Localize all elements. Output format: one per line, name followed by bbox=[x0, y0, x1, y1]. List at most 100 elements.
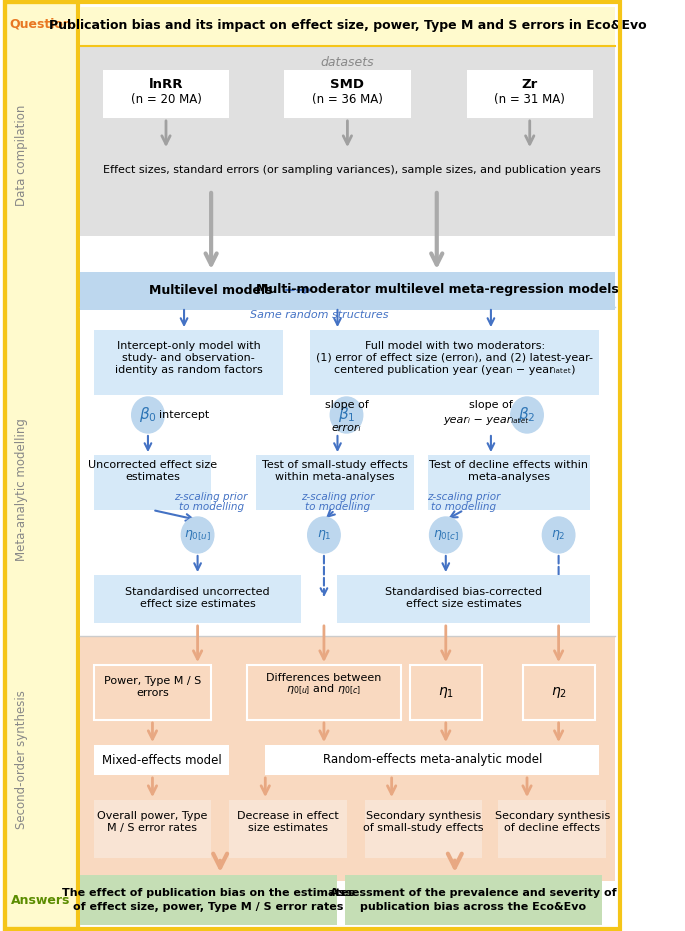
Text: study- and observation-: study- and observation- bbox=[122, 353, 255, 363]
Text: (n = 36 MA): (n = 36 MA) bbox=[312, 93, 383, 106]
Bar bbox=[80, 236, 615, 696]
Circle shape bbox=[543, 517, 575, 553]
Text: Power, Type M / S: Power, Type M / S bbox=[104, 676, 201, 686]
Text: identity as random factors: identity as random factors bbox=[114, 365, 262, 375]
Circle shape bbox=[308, 517, 340, 553]
Text: Standardised bias-corrected: Standardised bias-corrected bbox=[385, 587, 543, 597]
Circle shape bbox=[511, 397, 543, 433]
Circle shape bbox=[182, 517, 214, 553]
Circle shape bbox=[330, 397, 363, 433]
Text: within meta-analyses: within meta-analyses bbox=[275, 472, 395, 482]
Text: Meta-analytic modelling: Meta-analytic modelling bbox=[15, 419, 28, 561]
Text: $\eta_2$: $\eta_2$ bbox=[551, 528, 566, 542]
Circle shape bbox=[429, 517, 462, 553]
Bar bbox=[523, 665, 595, 720]
Bar bbox=[103, 150, 602, 190]
Text: effect size estimates: effect size estimates bbox=[406, 599, 522, 609]
Bar bbox=[103, 70, 229, 118]
Text: SMD: SMD bbox=[330, 77, 364, 90]
Bar bbox=[80, 46, 615, 236]
Text: $\eta_1$: $\eta_1$ bbox=[438, 685, 453, 700]
Text: meta-analyses: meta-analyses bbox=[468, 472, 550, 482]
Bar bbox=[466, 70, 593, 118]
Bar bbox=[410, 665, 482, 720]
Text: Uncorrected effect size: Uncorrected effect size bbox=[88, 460, 217, 470]
Text: errors: errors bbox=[136, 688, 169, 698]
Text: intercept: intercept bbox=[159, 410, 209, 420]
Text: $\beta_0$: $\beta_0$ bbox=[139, 406, 157, 425]
Text: Publication bias and its impact on effect size, power, Type M and S errors in Ec: Publication bias and its impact on effec… bbox=[49, 20, 646, 33]
Bar bbox=[364, 800, 482, 858]
Text: (n = 20 MA): (n = 20 MA) bbox=[131, 93, 201, 106]
Text: Standardised uncorrected: Standardised uncorrected bbox=[125, 587, 270, 597]
Text: (1) error of effect size (errorᵢ), and (2) latest-year-: (1) error of effect size (errorᵢ), and (… bbox=[316, 353, 593, 363]
Text: z-scaling prior: z-scaling prior bbox=[301, 492, 374, 502]
Bar bbox=[80, 875, 338, 925]
Text: $\eta_{0[u]}$ and $\eta_{0[c]}$: $\eta_{0[u]}$ and $\eta_{0[c]}$ bbox=[286, 683, 362, 697]
Text: Test of small-study effects: Test of small-study effects bbox=[262, 460, 408, 470]
Text: Test of decline effects within: Test of decline effects within bbox=[429, 460, 588, 470]
Text: to modelling: to modelling bbox=[305, 502, 370, 512]
Bar bbox=[427, 455, 590, 510]
Text: Zr: Zr bbox=[521, 77, 538, 90]
Bar bbox=[256, 455, 414, 510]
Bar bbox=[94, 575, 301, 623]
Bar bbox=[498, 800, 606, 858]
Text: Multi-moderator multilevel meta-regression models: Multi-moderator multilevel meta-regressi… bbox=[256, 284, 619, 296]
Bar bbox=[80, 636, 615, 881]
Bar bbox=[80, 307, 615, 310]
Text: Random-effects meta-analytic model: Random-effects meta-analytic model bbox=[323, 753, 542, 766]
Text: Decrease in effect: Decrease in effect bbox=[237, 811, 338, 821]
Text: Answers: Answers bbox=[11, 894, 71, 907]
Text: $\eta_{0[c]}$: $\eta_{0[c]}$ bbox=[433, 528, 459, 542]
Text: Intercept-only model with: Intercept-only model with bbox=[116, 341, 260, 351]
Bar bbox=[94, 455, 211, 510]
Text: Second-order synthesis: Second-order synthesis bbox=[15, 691, 28, 830]
Text: The effect of publication bias on the estimates: The effect of publication bias on the es… bbox=[62, 888, 355, 898]
Text: M / S error rates: M / S error rates bbox=[108, 823, 197, 833]
Bar bbox=[265, 745, 599, 775]
Text: $\eta_2$: $\eta_2$ bbox=[551, 685, 566, 700]
Bar bbox=[5, 2, 77, 929]
Text: estimates: estimates bbox=[125, 472, 180, 482]
Bar bbox=[94, 745, 229, 775]
Text: z-scaling prior: z-scaling prior bbox=[175, 492, 248, 502]
Text: effect size estimates: effect size estimates bbox=[140, 599, 256, 609]
Text: centered publication year (yearᵢ − yearₗₐₜₑₜ): centered publication year (yearᵢ − yearₗ… bbox=[334, 365, 575, 375]
Text: yearᵢ − yearₗₐₜₑₜ: yearᵢ − yearₗₐₜₑₜ bbox=[443, 415, 530, 425]
Bar bbox=[338, 575, 590, 623]
Text: $\beta_1$: $\beta_1$ bbox=[338, 406, 356, 425]
Text: Effect sizes, standard errors (or sampling variances), sample sizes, and publica: Effect sizes, standard errors (or sampli… bbox=[103, 165, 601, 175]
Bar bbox=[229, 800, 347, 858]
Text: Overall power, Type: Overall power, Type bbox=[97, 811, 208, 821]
Text: Same random structures: Same random structures bbox=[250, 310, 388, 320]
Bar bbox=[247, 665, 401, 720]
Text: slope of: slope of bbox=[469, 400, 513, 410]
Bar bbox=[345, 875, 602, 925]
Text: to modelling: to modelling bbox=[432, 502, 497, 512]
Text: Secondary synthesis: Secondary synthesis bbox=[495, 811, 610, 821]
Text: Data compilation: Data compilation bbox=[15, 104, 28, 206]
Text: Assessment of the prevalence and severity of: Assessment of the prevalence and severit… bbox=[329, 888, 616, 898]
Bar bbox=[80, 7, 615, 45]
Text: $\eta_1$: $\eta_1$ bbox=[316, 528, 332, 542]
Text: of small-study effects: of small-study effects bbox=[363, 823, 484, 833]
Text: $\eta_{0[u]}$: $\eta_{0[u]}$ bbox=[184, 528, 211, 542]
Text: of effect size, power, Type M / S error rates: of effect size, power, Type M / S error … bbox=[73, 902, 344, 912]
Text: of decline effects: of decline effects bbox=[504, 823, 600, 833]
Bar bbox=[310, 330, 599, 395]
Text: size estimates: size estimates bbox=[248, 823, 328, 833]
Bar bbox=[80, 272, 615, 307]
Text: to modelling: to modelling bbox=[179, 502, 244, 512]
Text: errorᵢ: errorᵢ bbox=[332, 423, 361, 433]
Text: Secondary synthesis: Secondary synthesis bbox=[366, 811, 481, 821]
Text: Multilevel models: Multilevel models bbox=[149, 284, 273, 296]
Text: datasets: datasets bbox=[321, 57, 374, 70]
Bar bbox=[94, 665, 211, 720]
Text: $\beta_2$: $\beta_2$ bbox=[519, 406, 536, 425]
Bar bbox=[284, 70, 410, 118]
Bar bbox=[94, 330, 284, 395]
Text: lnRR: lnRR bbox=[149, 77, 184, 90]
Text: Full model with two moderators:: Full model with two moderators: bbox=[364, 341, 545, 351]
Text: z-scaling prior: z-scaling prior bbox=[427, 492, 501, 502]
